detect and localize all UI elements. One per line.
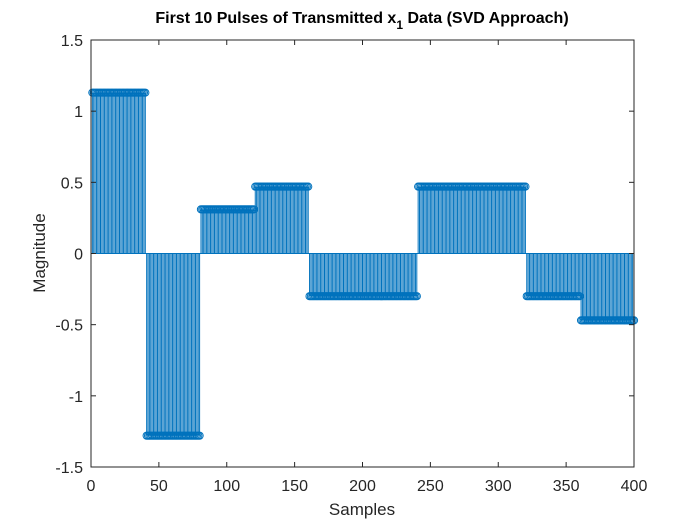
y-tick-label: -1.5 (55, 460, 83, 477)
x-tick-label: 100 (213, 478, 240, 495)
x-tick-label: 400 (621, 478, 648, 495)
stem-marker (412, 292, 421, 301)
x-tick-label: 0 (87, 478, 96, 495)
y-axis-ticks: -1.5 -1 -0.5 0 0.5 1 1.5 (55, 33, 634, 477)
stem-group (91, 92, 635, 436)
y-tick-label: 1 (74, 104, 83, 121)
x-tick-label: 50 (150, 478, 168, 495)
stem-marker (575, 292, 584, 301)
chart-title-subscript: 1 (396, 18, 403, 32)
x-tick-label: 300 (485, 478, 512, 495)
y-axis-label: Magnitude (30, 213, 49, 292)
stem-marker (304, 182, 313, 191)
x-tick-label: 150 (281, 478, 308, 495)
y-tick-label: 1.5 (61, 33, 83, 50)
x-tick-label: 200 (349, 478, 376, 495)
chart-title-rest: Data (SVD Approach) (403, 10, 569, 27)
x-tick-label: 350 (553, 478, 580, 495)
y-tick-label: 0.5 (61, 175, 83, 192)
stem-marker (195, 431, 204, 440)
chart-title: First 10 Pulses of Transmitted x1 Data (… (155, 10, 568, 32)
x-axis-ticks: 0 50 100 150 200 250 300 350 400 (87, 40, 648, 495)
stem-marker (141, 88, 150, 97)
y-tick-label: -1 (69, 389, 83, 406)
stem-marker (521, 182, 530, 191)
y-tick-label: -0.5 (55, 318, 83, 335)
x-axis-label: Samples (329, 500, 395, 519)
stem-marker (249, 205, 258, 214)
marker-group (88, 88, 639, 440)
chart-title-main: First 10 Pulses of Transmitted x (155, 10, 396, 27)
y-tick-label: 0 (74, 247, 83, 264)
x-tick-label: 250 (417, 478, 444, 495)
